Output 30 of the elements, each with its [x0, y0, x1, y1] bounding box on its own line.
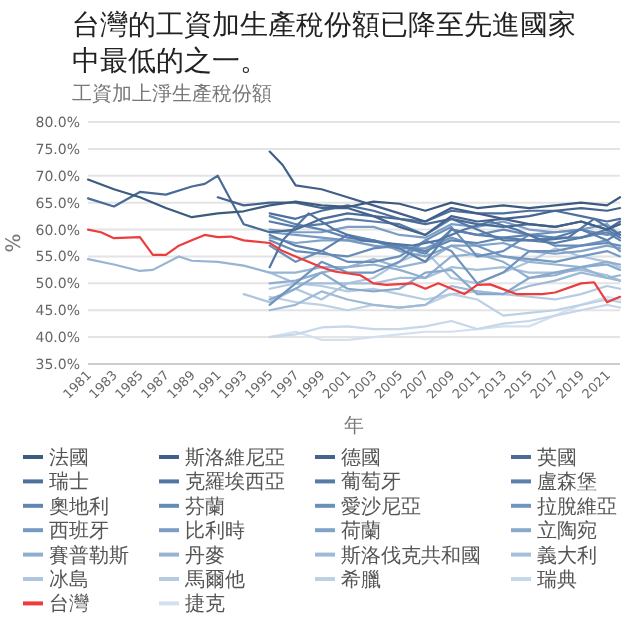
legend-label: 法國: [49, 446, 89, 470]
legend-label: 義大利: [537, 543, 597, 568]
chart-subtitle: 工資加上淨生產稅份額: [72, 82, 272, 106]
legend-label: 台灣: [49, 592, 89, 617]
x-axis-title: 年: [344, 414, 364, 438]
legend-label: 德國: [341, 448, 381, 470]
legend-label: 芬蘭: [185, 494, 225, 519]
legend-label: 丹麥: [185, 543, 225, 568]
legend-label: 斯洛伐克共和國: [341, 543, 481, 568]
legend-label: 立陶宛: [537, 519, 597, 544]
legend-label: 葡萄牙: [341, 470, 401, 495]
legend-label: 克羅埃西亞: [185, 470, 285, 495]
legend-label: 希臘: [341, 568, 381, 592]
legend-label: 斯洛維尼亞: [185, 446, 285, 470]
legend-label: 瑞士: [49, 470, 89, 495]
legend-label: 盧森堡: [537, 470, 597, 495]
title: 台灣的工資加生產稅份額已降至先進國家中最低的之一。: [72, 10, 576, 78]
legend-label: 荷蘭: [341, 519, 381, 544]
legend-label: 英國: [537, 446, 577, 470]
legend-label: 馬爾他: [183, 568, 245, 592]
legend-label: 賽普勒斯: [49, 543, 129, 568]
y-axis-title: %: [4, 233, 26, 253]
legend-label: 冰島: [49, 568, 89, 592]
legend-label: 西班牙: [49, 519, 109, 544]
legend-label: 奧地利: [49, 494, 109, 519]
legend-label: 瑞典: [537, 568, 577, 592]
legend-label: 拉脫維亞: [537, 494, 617, 519]
legend-label: 捷克: [185, 592, 225, 617]
legend-label: 愛沙尼亞: [341, 494, 421, 519]
legend-label: 比利時: [185, 519, 245, 544]
